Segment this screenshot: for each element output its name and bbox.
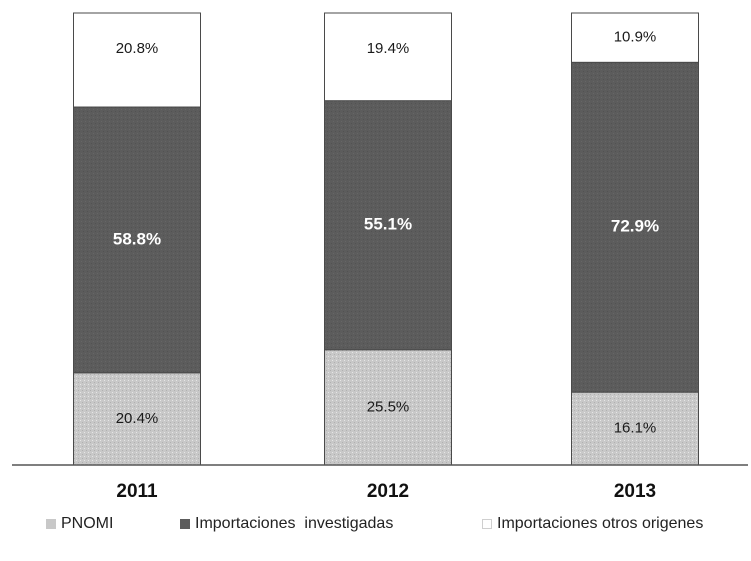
bar-2012-importaciones-investigadas-segment	[324, 100, 452, 351]
bar-2011-importaciones-investigadas-data-label: 58.8%	[113, 229, 161, 248]
bar-2012-importaciones-investigadas-data-label: 55.1%	[364, 215, 412, 234]
x-tick-label-2013: 2013	[614, 481, 656, 502]
bars-group: 20.4% 58.8% 20.8% 25.5% 55.1% 19.4% 16.1% 72.9%…	[73, 12, 699, 466]
bar-2013-pnomi-segment	[571, 391, 699, 466]
legend-item-importaciones-investigadas: Importaciones investigadas	[180, 510, 393, 538]
bar-2012-pnomi-data-label: 25.5%	[367, 398, 410, 415]
legend-label-importaciones-otros-origenes: Importaciones otros origenes	[497, 515, 704, 532]
legend-label-pnomi: PNOMI	[61, 515, 114, 532]
bar-2011-importaciones-otros-origenes-segment	[73, 12, 201, 108]
legend: PNOMI Importaciones investigadas Importa…	[0, 510, 751, 538]
bar-2011-importaciones-investigadas-segment	[73, 106, 201, 374]
x-tick-labels: 2011 2012 2013	[116, 481, 656, 502]
x-tick-label-2011: 2011	[116, 481, 158, 502]
legend-swatch-importaciones-otros-origenes	[482, 519, 492, 529]
bar-2013-importaciones-investigadas-data-label: 72.9%	[611, 217, 659, 236]
bar-2012-importaciones-otros-origenes-segment	[324, 12, 452, 102]
bar-2013-importaciones-otros-origenes-data-label: 10.9%	[614, 29, 657, 46]
legend-swatch-pnomi	[46, 519, 56, 529]
x-tick-label-2012: 2012	[367, 481, 409, 502]
bar-2011-importaciones-otros-origenes-data-label: 20.8%	[116, 40, 159, 57]
bar-2013-importaciones-otros-origenes-segment	[571, 12, 699, 63]
legend-label-importaciones-investigadas: Importaciones investigadas	[195, 515, 394, 532]
bar-2011-pnomi-data-label: 20.4%	[116, 410, 159, 427]
legend-item-pnomi: PNOMI	[46, 510, 113, 538]
legend-item-importaciones-otros-origenes: Importaciones otros origenes	[482, 510, 703, 538]
legend-swatch-importaciones-investigadas	[180, 519, 190, 529]
bar-2011-pnomi-segment	[73, 372, 201, 466]
bar-2013-importaciones-investigadas-segment	[571, 61, 699, 393]
bar-2012-importaciones-otros-origenes-data-label: 19.4%	[367, 40, 410, 57]
bar-2013-pnomi-data-label: 16.1%	[614, 420, 657, 437]
